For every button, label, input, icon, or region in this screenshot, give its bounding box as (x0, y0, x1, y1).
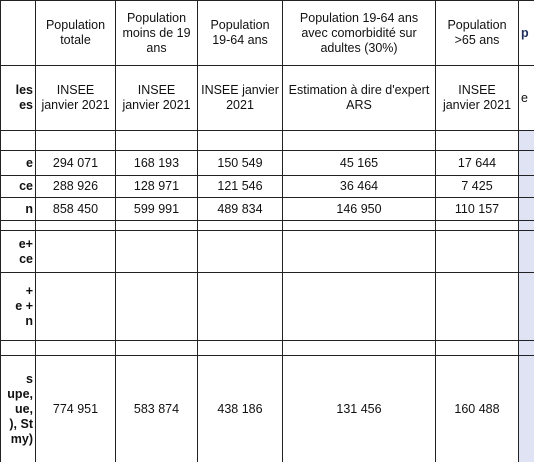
table-cell: Estimation à dire d'expert ARS (282, 65, 436, 131)
table-cell (282, 130, 436, 151)
table-cell (115, 220, 198, 231)
table-cell (518, 340, 534, 356)
table-cell: Population 19-64 ans avec comorbidité su… (282, 0, 436, 66)
table-cell (518, 197, 534, 221)
table-cell: 294 071 (35, 150, 116, 176)
table-cell (115, 230, 198, 273)
table-cell: e (518, 65, 534, 131)
table-cell: 110 157 (435, 197, 519, 221)
table-cell: 36 464 (282, 175, 436, 198)
table-cell (197, 272, 283, 341)
table-cell (197, 220, 283, 231)
spacer-row (0, 340, 534, 356)
table-row: s upe, ue, ), St my) 774 951 583 874 438 18… (0, 355, 534, 462)
table-cell: p (518, 0, 534, 66)
table-row: e 294 071 168 193 150 549 45 165 17 644 (0, 150, 534, 176)
table-cell: 583 874 (115, 355, 198, 462)
table-cell (282, 272, 436, 341)
table-cell (35, 230, 116, 273)
table-row: e+ ce (0, 230, 534, 273)
table-cell (0, 0, 36, 66)
table-cell: INSEE janvier 2021 (35, 65, 116, 131)
table-cell (435, 130, 519, 151)
table-cell: + e + n (0, 272, 36, 341)
table-cell (197, 340, 283, 356)
table-cell (115, 130, 198, 151)
table-cell (518, 150, 534, 176)
table-cell (35, 340, 116, 356)
table-cell (435, 340, 519, 356)
table-cell (518, 220, 534, 231)
table-cell: INSEE janvier 2021 (435, 65, 519, 131)
table-row: ce 288 926 128 971 121 546 36 464 7 425 (0, 175, 534, 198)
table-cell: INSEE janvier 2021 (115, 65, 198, 131)
table-cell: 128 971 (115, 175, 198, 198)
table-cell: e+ ce (0, 230, 36, 273)
table-cell (518, 130, 534, 151)
table-cell: 121 546 (197, 175, 283, 198)
table-cell: e (0, 150, 36, 176)
table-cell: 45 165 (282, 150, 436, 176)
table-cell: 160 488 (435, 355, 519, 462)
spacer-row (0, 220, 534, 231)
table-cell (435, 272, 519, 341)
table-cell (518, 175, 534, 198)
table-cell (115, 340, 198, 356)
table-cell: 131 456 (282, 355, 436, 462)
table-cell (197, 130, 283, 151)
table-cell: 438 186 (197, 355, 283, 462)
table-row: Population totale Population moins de 19 … (0, 0, 534, 66)
table-row: n 858 450 599 991 489 834 146 950 110 157 (0, 197, 534, 221)
spacer-row (0, 130, 534, 151)
table-cell (282, 340, 436, 356)
table-cell: 858 450 (35, 197, 116, 221)
table-cell: 288 926 (35, 175, 116, 198)
table-row: les es INSEE janvier 2021 INSEE janvier 20… (0, 65, 534, 131)
table-cell (435, 220, 519, 231)
table-cell: Population >65 ans (435, 0, 519, 66)
table-cell: 168 193 (115, 150, 198, 176)
table-cell (0, 340, 36, 356)
table-cell: 17 644 (435, 150, 519, 176)
table-cell: les es (0, 65, 36, 131)
table-cell (282, 230, 436, 273)
table-cell: Population 19-64 ans (197, 0, 283, 66)
table-cell: 489 834 (197, 197, 283, 221)
table-cell: n (0, 197, 36, 221)
table-cell (518, 355, 534, 462)
table-cell: ce (0, 175, 36, 198)
table-cell: 774 951 (35, 355, 116, 462)
table-row: + e + n (0, 272, 534, 341)
table-cell: Population moins de 19 ans (115, 0, 198, 66)
table-cell (197, 230, 283, 273)
table-cell (0, 130, 36, 151)
table-cell (435, 230, 519, 273)
table-cell: 7 425 (435, 175, 519, 198)
table-cell (518, 230, 534, 273)
table-cell: s upe, ue, ), St my) (0, 355, 36, 462)
table-cell (35, 220, 116, 231)
table-cell: INSEE janvier 2021 (197, 65, 283, 131)
table-cell (0, 220, 36, 231)
table-cell (35, 130, 116, 151)
table-cell: 150 549 (197, 150, 283, 176)
table-cell: Population totale (35, 0, 116, 66)
table-cell (518, 272, 534, 341)
table-cell (282, 220, 436, 231)
table-cell: 146 950 (282, 197, 436, 221)
table-cell (35, 272, 116, 341)
table-cell (115, 272, 198, 341)
table-cell: 599 991 (115, 197, 198, 221)
